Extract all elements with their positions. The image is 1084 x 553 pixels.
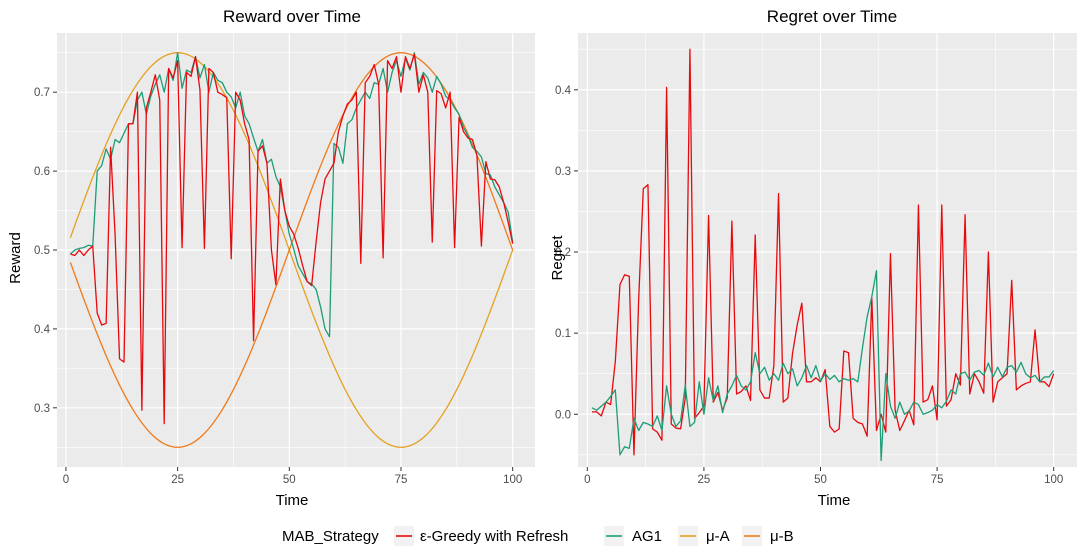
legend-label-ag1: AG1 (632, 528, 662, 545)
legend: MAB_Strategy ε-Greedy with Refresh AG1 μ… (282, 526, 794, 546)
legend-title: MAB_Strategy (282, 528, 379, 545)
regret-axis-ticks: 0 25 50 75 100 0.0 0.1 0.2 0.3 0.4 (555, 85, 1063, 486)
regret-x-tick-label: 100 (1044, 474, 1063, 486)
reward-x-tick-label: 75 (395, 474, 408, 486)
regret-line-eps-greedy (591, 48, 1055, 456)
reward-y-tick-label: 0.4 (34, 324, 51, 336)
reward-x-tick-label: 100 (503, 474, 522, 486)
reward-chart: Reward over Time 0 25 50 75 1000.30.40.50.60… (7, 7, 535, 509)
regret-x-tick-label: 50 (814, 474, 827, 486)
regret-y-tick-label: 0.3 (555, 166, 571, 178)
regret-y-axis-title: Regret (549, 235, 566, 281)
regret-x-tick-label: 25 (698, 474, 711, 486)
reward-y-tick-label: 0.3 (34, 403, 50, 415)
reward-chart-title: Reward over Time (223, 7, 361, 26)
reward-y-tick-label: 0.6 (34, 166, 50, 178)
regret-chart-title: Regret over Time (767, 7, 897, 26)
regret-line-ag1 (591, 270, 1055, 462)
legend-label-mu-b: μ-B (770, 528, 794, 545)
legend-label-eps-greedy: ε-Greedy with Refresh (420, 528, 568, 545)
regret-gridlines (578, 33, 1077, 467)
reward-x-axis-title: Time (276, 492, 309, 509)
reward-x-tick-label: 0 (63, 474, 69, 486)
reward-gridlines (57, 33, 535, 467)
regret-y-tick-label: 0.0 (555, 409, 571, 421)
reward-axis-ticks: 0 25 50 75 100 0.3 0.4 0.5 0.6 0.7 (34, 87, 522, 486)
regret-series-lines (591, 48, 1055, 462)
legend-label-mu-a: μ-A (706, 528, 730, 545)
regret-y-tick-label: 0.4 (555, 85, 572, 97)
reward-line-ag1 (69, 52, 514, 338)
reward-x-tick-label: 25 (171, 474, 184, 486)
regret-x-axis-title: Time (818, 492, 851, 509)
reward-y-tick-label: 0.7 (34, 87, 50, 99)
reward-x-tick-label: 50 (283, 474, 296, 486)
regret-x-tick-label: 75 (931, 474, 944, 486)
reward-series-lines (69, 52, 514, 448)
reward-line-mu-a (69, 52, 514, 448)
reward-line-eps-greedy (70, 53, 514, 425)
regret-x-tick-label: 0 (584, 474, 590, 486)
regret-y-tick-label: 0.1 (555, 328, 571, 340)
reward-y-tick-label: 0.5 (34, 245, 50, 257)
reward-y-axis-title: Reward (7, 232, 24, 284)
regret-chart: Regret over Time 0 25 50 75 1000.00.10.20.30… (549, 7, 1077, 509)
regret-y-tick-label: 0.2 (555, 247, 571, 259)
